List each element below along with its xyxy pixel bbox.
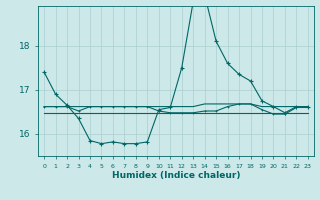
X-axis label: Humidex (Indice chaleur): Humidex (Indice chaleur) bbox=[112, 171, 240, 180]
